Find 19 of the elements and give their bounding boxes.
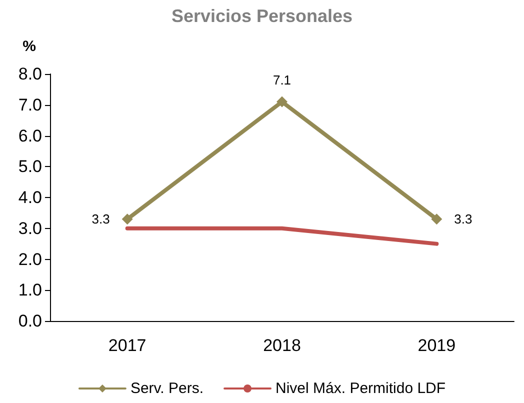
data-label: 3.3 [454,212,472,227]
data-label: 3.3 [92,212,110,227]
y-tick-label: 8.0 [18,64,42,84]
x-tick-label: 2017 [108,336,146,355]
data-label: 7.1 [272,72,292,88]
legend-label: Serv. Pers. [130,380,204,397]
x-tick-label: 2019 [418,336,456,355]
y-tick-label: 1.0 [18,280,42,300]
legend-label: Nivel Máx. Permitido LDF [276,380,446,397]
y-tick-label: 4.0 [18,188,42,207]
y-tick-label: 2.0 [18,250,42,269]
y-tick-label: 0.0 [18,312,42,330]
y-tick-label: 7.0 [18,95,42,114]
chart-title: Servicios Personales [171,6,353,26]
y-tick-label: 5.0 [18,157,42,176]
y-tick-label: 6.0 [18,126,42,146]
y-axis-title: % [22,38,36,55]
x-tick-label: 2018 [263,336,301,355]
y-tick-label: 3.0 [18,218,42,238]
